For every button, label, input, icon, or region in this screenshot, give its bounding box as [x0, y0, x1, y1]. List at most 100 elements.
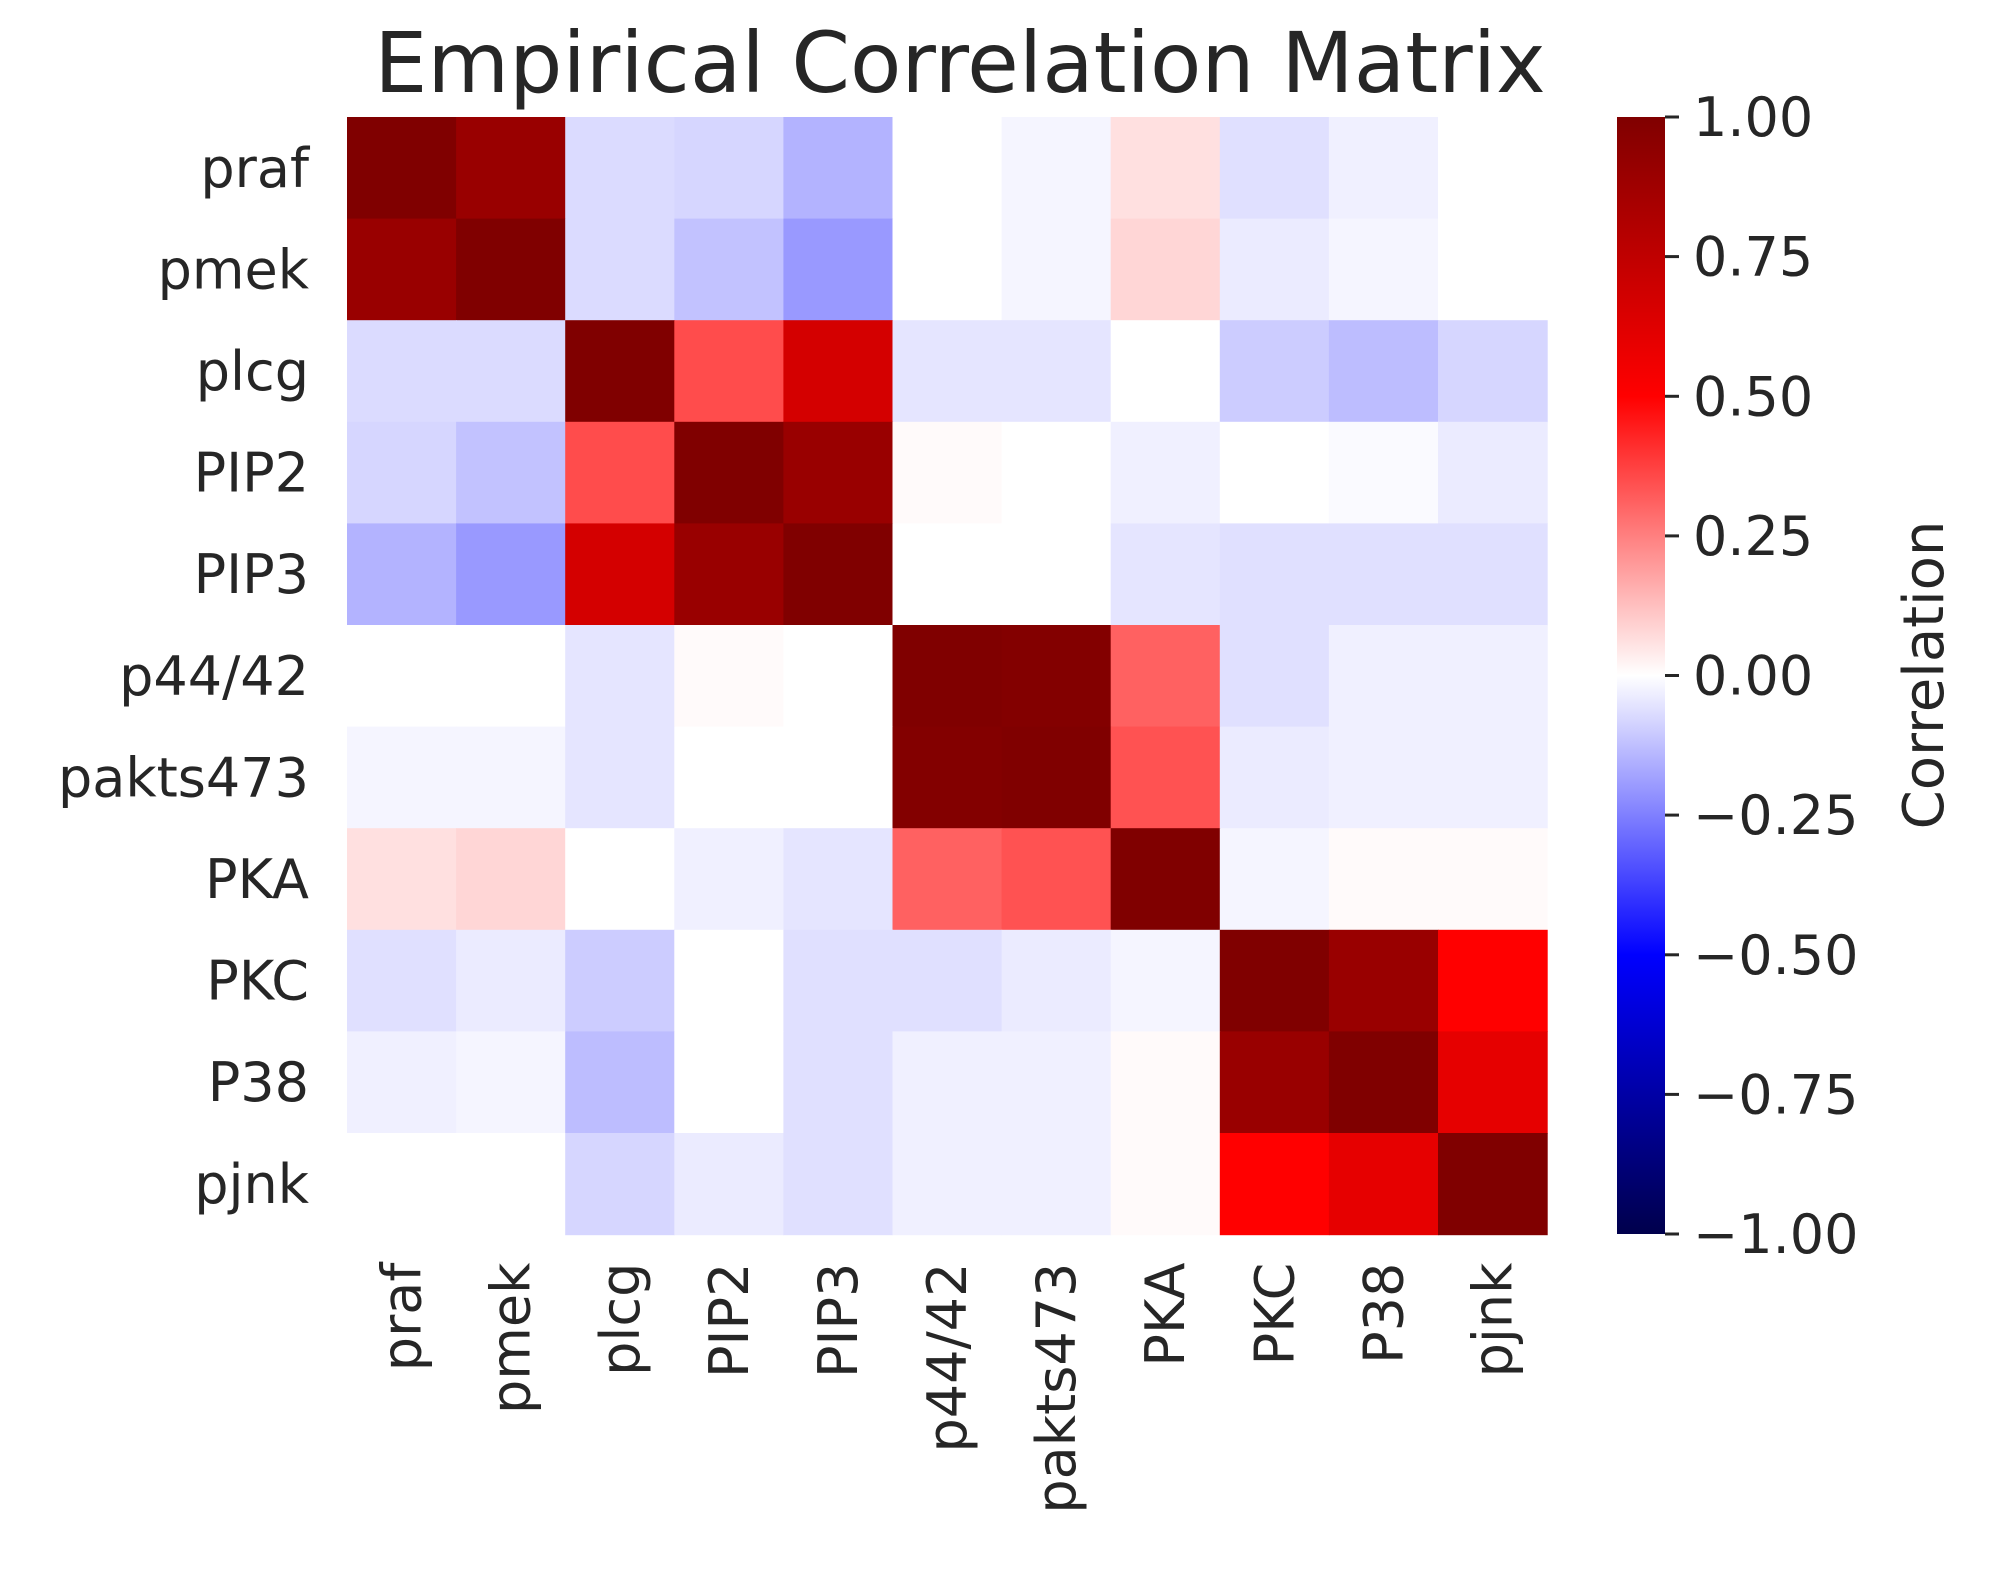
heatmap-cell-plcg-pmek [456, 320, 566, 423]
heatmap-cell-pakts473-P38 [1328, 726, 1439, 829]
heatmap-cell-pjnk-PIP2 [674, 1133, 784, 1236]
heatmap-cell-PKC-p44/42 [892, 929, 1003, 1032]
heatmap-cell-pmek-plcg [565, 218, 675, 321]
heatmap-cell-pakts473-PKA [1110, 726, 1221, 829]
heatmap-cell-praf-PKA [1110, 117, 1221, 220]
heatmap-cell-PKA-p44/42 [892, 828, 1003, 931]
column-label: PIP2 [698, 1263, 761, 1378]
heatmap-cell-PKA-PIP2 [674, 828, 784, 931]
colorbar-label: Correlation [1892, 521, 1957, 830]
heatmap-cell-PIP2-p44/42 [892, 421, 1003, 524]
heatmap-cell-p44/42-pjnk [1438, 625, 1548, 728]
heatmap-cell-pmek-p44/42 [892, 218, 1003, 321]
heatmap-cell-plcg-plcg [565, 320, 675, 423]
heatmap-cell-PKA-PKC [1219, 828, 1330, 931]
heatmap-cell-plcg-P38 [1328, 320, 1439, 423]
heatmap-cell-praf-p44/42 [892, 117, 1003, 220]
heatmap-cell-P38-pakts473 [1001, 1031, 1112, 1134]
row-label: PIP2 [194, 442, 309, 505]
heatmap-cell-P38-PKC [1219, 1031, 1330, 1134]
heatmap-cell-pjnk-p44/42 [892, 1133, 1003, 1236]
heatmap-cell-pjnk-pjnk [1438, 1133, 1548, 1236]
heatmap-cell-praf-P38 [1328, 117, 1439, 220]
chart-title: Empirical Correlation Matrix [374, 14, 1546, 112]
heatmap-cell-PIP2-pmek [456, 421, 566, 524]
heatmap-cell-PIP2-praf [347, 421, 457, 524]
column-labels: praf pmek plcg PIP2 PIP3 p44/42 pakts473 PKA PKC… [371, 1261, 1525, 1514]
heatmap-cell-plcg-pjnk [1438, 320, 1548, 423]
row-label: P38 [208, 1051, 309, 1114]
heatmap-cell-pakts473-PKC [1219, 726, 1330, 829]
colorbar-tick-label: 0.75 [1693, 226, 1813, 289]
heatmap-cell-praf-pmek [456, 117, 566, 220]
heatmap-cell-plcg-PKC [1219, 320, 1330, 423]
heatmap-cell-P38-PIP2 [674, 1031, 784, 1134]
colorbar-tick-label: −0.25 [1693, 784, 1858, 847]
heatmap-cells [347, 117, 1548, 1236]
heatmap-cell-P38-pjnk [1438, 1031, 1548, 1134]
row-labels: praf pmek plcg PIP2 PIP3 p44/42 pakts473 PKA PKC… [58, 137, 311, 1216]
heatmap-cell-PKA-pakts473 [1001, 828, 1112, 931]
heatmap-cell-PKA-plcg [565, 828, 675, 931]
row-label: p44/42 [119, 645, 309, 708]
heatmap-cell-pjnk-PKA [1110, 1133, 1221, 1236]
heatmap-cell-PIP3-pmek [456, 523, 566, 626]
heatmap-cell-plcg-p44/42 [892, 320, 1003, 423]
heatmap-cell-PIP2-PIP2 [674, 421, 784, 524]
heatmap-cell-p44/42-p44/42 [892, 625, 1003, 728]
column-label: PKA [1134, 1263, 1197, 1367]
heatmap-cell-pakts473-p44/42 [892, 726, 1003, 829]
heatmap-cell-pjnk-PIP3 [783, 1133, 894, 1236]
heatmap-cell-PIP3-PKA [1110, 523, 1221, 626]
column-label: praf [371, 1261, 434, 1372]
heatmap-cell-pakts473-praf [347, 726, 457, 829]
column-label: p44/42 [916, 1263, 979, 1453]
heatmap-cell-PIP2-P38 [1328, 421, 1439, 524]
colorbar [1617, 117, 1665, 1234]
heatmap-cell-PKA-PKA [1110, 828, 1221, 931]
heatmap-cell-PKC-PIP3 [783, 929, 894, 1032]
row-label: pmek [158, 238, 310, 301]
heatmap-cell-PKC-praf [347, 929, 457, 1032]
heatmap-cell-PKA-P38 [1328, 828, 1439, 931]
row-label: plcg [196, 340, 309, 403]
heatmap-cell-pmek-pjnk [1438, 218, 1548, 321]
heatmap-cell-pjnk-PKC [1219, 1133, 1330, 1236]
colorbar-tick-label: 0.25 [1693, 505, 1813, 568]
heatmap-cell-P38-plcg [565, 1031, 675, 1134]
heatmap-cell-pmek-PIP3 [783, 218, 894, 321]
colorbar-tick-label: −0.50 [1693, 924, 1858, 987]
heatmap-cell-pjnk-P38 [1328, 1133, 1439, 1236]
row-label: pjnk [194, 1153, 310, 1216]
heatmap-cell-pmek-pakts473 [1001, 218, 1112, 321]
heatmap-cell-praf-PIP2 [674, 117, 784, 220]
heatmap-cell-praf-pakts473 [1001, 117, 1112, 220]
colorbar-tick-label: 0.50 [1693, 365, 1813, 428]
heatmap-cell-PKA-pmek [456, 828, 566, 931]
heatmap-cell-P38-praf [347, 1031, 457, 1134]
heatmap-cell-pmek-P38 [1328, 218, 1439, 321]
heatmap-cell-PIP3-P38 [1328, 523, 1439, 626]
heatmap-cell-p44/42-PKA [1110, 625, 1221, 728]
heatmap-cell-PKC-PKC [1219, 929, 1330, 1032]
heatmap-cell-plcg-PKA [1110, 320, 1221, 423]
heatmap-cell-PKA-praf [347, 828, 457, 931]
heatmap-cell-PIP3-pakts473 [1001, 523, 1112, 626]
heatmap-cell-PKC-PIP2 [674, 929, 784, 1032]
column-label: PKC [1243, 1263, 1306, 1366]
heatmap-cell-pjnk-pakts473 [1001, 1133, 1112, 1236]
heatmap-cell-PIP3-p44/42 [892, 523, 1003, 626]
heatmap-cell-p44/42-P38 [1328, 625, 1439, 728]
heatmap-cell-p44/42-plcg [565, 625, 675, 728]
heatmap-cell-PKC-P38 [1328, 929, 1439, 1032]
heatmap-cell-praf-PKC [1219, 117, 1330, 220]
heatmap-cell-pakts473-pakts473 [1001, 726, 1112, 829]
heatmap-cell-PIP3-plcg [565, 523, 675, 626]
heatmap-cell-pakts473-PIP3 [783, 726, 894, 829]
heatmap-cell-pakts473-pjnk [1438, 726, 1548, 829]
heatmap-cell-PKC-pjnk [1438, 929, 1548, 1032]
heatmap-cell-plcg-pakts473 [1001, 320, 1112, 423]
heatmap-cell-pmek-PIP2 [674, 218, 784, 321]
column-label: P38 [1353, 1263, 1416, 1364]
